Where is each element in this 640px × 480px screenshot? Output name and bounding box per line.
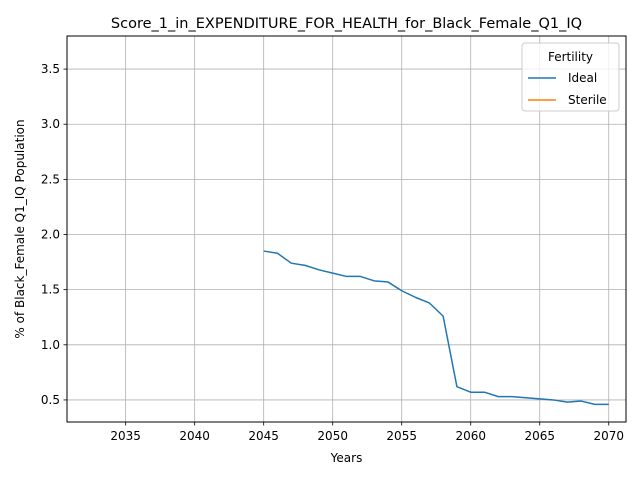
x-tick-label: 2060 [455,429,486,443]
x-tick-label: 2070 [593,429,624,443]
y-tick-label: 0.5 [41,393,60,407]
y-tick-label: 2.5 [41,172,60,186]
y-axis-label: % of Black_Female Q1_IQ Population [13,119,27,338]
y-tick-label: 1.5 [41,283,60,297]
x-tick-label: 2065 [524,429,555,443]
x-tick-label: 2050 [317,429,348,443]
legend-box [521,42,620,112]
legend: Fertility Ideal Sterile [521,42,620,112]
x-tick-label: 2045 [248,429,279,443]
y-tick-label: 3.0 [41,117,60,131]
x-tick-label: 2040 [179,429,210,443]
legend-title: Fertility [548,50,593,64]
series-lines [263,250,609,406]
y-tick-label: 2.0 [41,228,60,242]
legend-label-ideal: Ideal [568,71,597,85]
y-tick-label: 1.0 [41,338,60,352]
series-line-ideal [263,250,609,406]
x-tick-label: 2055 [386,429,417,443]
chart-title: Score_1_in_EXPENDITURE_FOR_HEALTH_for_Bl… [111,16,582,32]
y-tick-label: 3.5 [41,62,60,76]
legend-label-sterile: Sterile [568,93,607,107]
plot-area-frame [66,35,627,423]
x-tick-label: 2035 [110,429,141,443]
x-axis-label: Years [330,451,363,465]
axis-ticks: 2035 2040 2045 2050 2055 2060 2065 2070 0.5 1.0 1.… [41,62,624,443]
